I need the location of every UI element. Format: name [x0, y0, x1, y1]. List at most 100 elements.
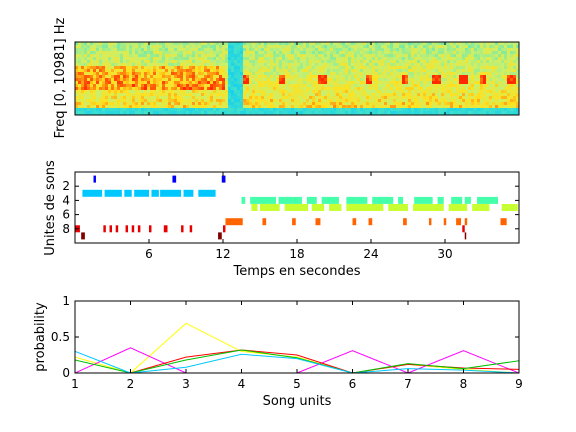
unit-4-event-1 [250, 196, 277, 204]
probability-ylabel: probability [33, 302, 48, 372]
unit-4-event-11 [464, 196, 471, 204]
unit-4-event-3 [306, 196, 317, 204]
unit-4-event-2 [278, 196, 302, 204]
probability-frame [74, 300, 520, 374]
probability-xtick-label: 4 [238, 377, 246, 391]
unit-7-event-8 [443, 218, 447, 226]
probability-xtick-label: 8 [460, 377, 468, 391]
unit-8-event-3 [115, 225, 119, 233]
unit-4-event-6 [372, 196, 394, 204]
units-ytick-label: 8 [62, 222, 70, 236]
unit-5-event-9 [472, 204, 490, 211]
unit-7-event-7 [428, 218, 432, 226]
unit-7-event-5 [368, 218, 373, 226]
unit-8-event-6 [137, 225, 141, 233]
units-ytick-label: 6 [62, 208, 70, 222]
spectrogram-image [75, 42, 519, 115]
probability-series-3 [75, 349, 519, 373]
unit-7-event-4 [352, 218, 357, 226]
probability-xtick-label: 2 [127, 377, 135, 391]
spectrogram-ylabel: Freq [0, 10981] Hz [53, 17, 68, 138]
probability-series-0 [75, 322, 519, 373]
unit-8-event-2 [109, 225, 112, 233]
unit-4-event-10 [451, 196, 463, 204]
unit-7-event-9 [456, 218, 462, 226]
unit-4-event-12 [477, 196, 499, 204]
probability-xlabel: Song units [263, 394, 332, 409]
units-ylabel: Unites de sons [43, 160, 58, 256]
unit-5-event-3 [311, 204, 325, 211]
probability-lines [75, 322, 519, 373]
unit-3-event-1 [104, 189, 122, 197]
unit-8-event-4 [125, 225, 129, 233]
unit-8-event-11 [223, 225, 226, 233]
probability-series-1 [75, 347, 519, 373]
unit-5-event-8 [448, 204, 468, 211]
probability-xtick-label: 1 [71, 377, 79, 391]
probability-xtick-label: 7 [404, 377, 412, 391]
units-ytick-label: 2 [62, 179, 70, 193]
probability-ytick-label: 1 [62, 294, 70, 308]
units-xtick-label: 24 [363, 247, 378, 261]
unit-8-event-9 [181, 225, 184, 233]
units-xtick-label: 30 [437, 247, 452, 261]
unit-5-event-6 [388, 204, 408, 211]
unit-5-event-5 [346, 204, 384, 211]
unit-4-event-4 [321, 196, 339, 204]
units-marks [75, 175, 518, 240]
units-xtick-label: 18 [289, 247, 304, 261]
unit-5-event-4 [329, 204, 342, 211]
unit-3-event-0 [82, 189, 103, 197]
unit-4-event-9 [437, 196, 444, 204]
probability-panel: 1 2 3 4 5 6 7 8 9 0 0.5 1 Song units probability [33, 294, 523, 409]
units-ytick-label: 4 [62, 193, 70, 207]
unit-7-event-11 [500, 218, 507, 226]
units-xlabel: Temps en secondes [232, 264, 360, 279]
unit-7-event-3 [315, 218, 321, 226]
unit-7-event-1 [262, 218, 267, 226]
spectrogram-ticks [74, 42, 520, 115]
unit-9-event-0 [81, 232, 85, 240]
unit-7-event-2 [292, 218, 296, 226]
probability-xtick-label: 6 [349, 377, 357, 391]
unit-9-event-2 [464, 232, 467, 240]
unit-3-event-3 [134, 189, 149, 197]
unit-3-event-4 [151, 189, 159, 197]
unit-7-event-0 [225, 218, 243, 226]
unit-5-event-0 [251, 204, 258, 211]
unit-4-event-8 [414, 196, 433, 204]
probability-ytick-label: 0.5 [51, 330, 70, 344]
unit-8-event-5 [131, 225, 135, 233]
unit-5-event-10 [501, 204, 518, 211]
probability-xtick-label: 9 [515, 377, 523, 391]
probability-xtick-label: 3 [182, 377, 190, 391]
unit-3-event-2 [124, 189, 132, 197]
units-xtick-label: 6 [145, 247, 153, 261]
spectrogram-panel: Freq [0, 10981] Hz [53, 17, 520, 138]
unit-4-event-7 [398, 196, 404, 204]
unit-1-event-0 [93, 175, 96, 183]
probability-xtick-label: 5 [293, 377, 301, 391]
unit-8-event-7 [149, 225, 152, 233]
unit-3-event-5 [160, 189, 182, 197]
unit-1-event-2 [221, 175, 226, 183]
unit-4-event-5 [346, 196, 368, 204]
unit-5-event-7 [412, 204, 444, 211]
unit-5-event-1 [260, 204, 280, 211]
unit-3-event-7 [198, 189, 216, 197]
unit-8-event-8 [163, 225, 168, 233]
unit-1-event-1 [172, 175, 177, 183]
unit-9-event-1 [218, 232, 222, 240]
unit-8-event-12 [462, 225, 465, 233]
unit-5-event-2 [284, 204, 309, 211]
probability-ticks: 1 2 3 4 5 6 7 8 9 0 0.5 1 [51, 294, 523, 391]
unit-7-event-6 [403, 218, 407, 226]
unit-3-event-6 [183, 189, 194, 197]
unit-8-event-10 [189, 225, 193, 233]
unit-8-event-1 [103, 225, 106, 233]
unit-7-event-10 [464, 218, 468, 226]
unit-4-event-0 [241, 196, 246, 204]
